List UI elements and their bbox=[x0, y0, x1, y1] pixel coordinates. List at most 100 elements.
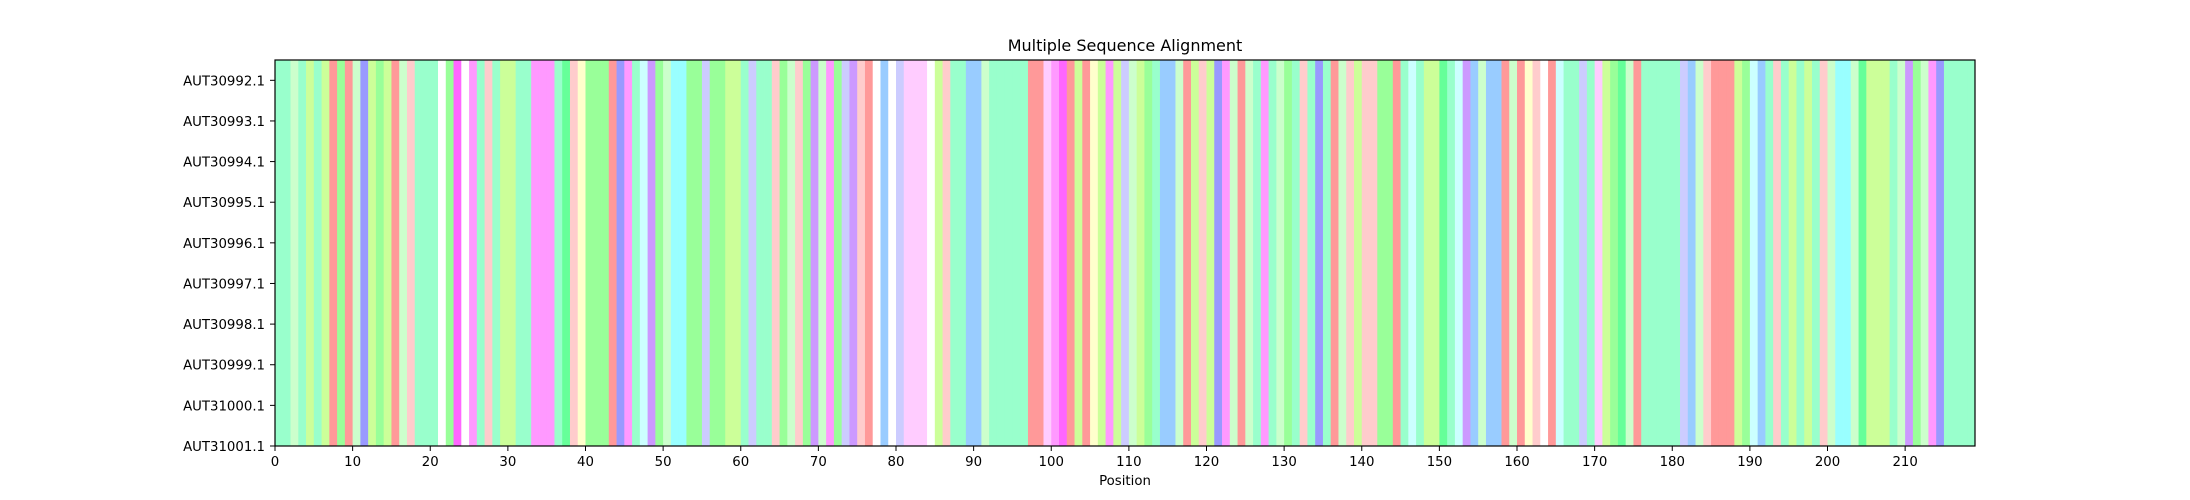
alignment-column bbox=[903, 60, 912, 446]
alignment-column bbox=[1454, 60, 1464, 446]
alignment-column bbox=[818, 60, 827, 446]
alignment-column bbox=[577, 60, 586, 446]
x-tick-label: 210 bbox=[1892, 455, 1917, 470]
alignment-column bbox=[484, 60, 493, 446]
alignment-column bbox=[981, 60, 990, 446]
alignment-column bbox=[1780, 60, 1790, 446]
alignment-column bbox=[469, 60, 478, 446]
alignment-column bbox=[1268, 60, 1277, 446]
alignment-column bbox=[337, 60, 346, 446]
alignment-column bbox=[306, 60, 315, 446]
alignment-column bbox=[973, 60, 982, 446]
alignment-column bbox=[1012, 60, 1021, 446]
alignment-column bbox=[624, 60, 633, 446]
alignment-column bbox=[616, 60, 625, 446]
alignment-column bbox=[1082, 60, 1091, 446]
alignment-column bbox=[1680, 60, 1689, 446]
alignment-column bbox=[1920, 60, 1929, 446]
alignment-column bbox=[546, 60, 555, 446]
alignment-column bbox=[1951, 60, 1960, 446]
alignment-column bbox=[1928, 60, 1937, 446]
alignment-column bbox=[1361, 60, 1370, 446]
alignment-column bbox=[538, 60, 548, 446]
alignment-column bbox=[593, 60, 602, 446]
chart-title: Multiple Sequence Alignment bbox=[1008, 36, 1243, 55]
alignment-column bbox=[896, 60, 905, 446]
alignment-column bbox=[996, 60, 1006, 446]
alignment-column bbox=[694, 60, 703, 446]
alignment-column bbox=[1625, 60, 1634, 446]
alignment-column bbox=[1936, 60, 1945, 446]
alignment-column bbox=[1307, 60, 1316, 446]
alignment-column bbox=[1711, 60, 1720, 446]
alignment-column bbox=[888, 60, 897, 446]
y-tick-label: AUT30994.1 bbox=[183, 156, 265, 171]
alignment-column bbox=[1827, 60, 1836, 446]
alignment-column bbox=[802, 60, 812, 446]
alignment-column bbox=[1610, 60, 1619, 446]
alignment-heatmap bbox=[275, 60, 1976, 446]
alignment-column bbox=[670, 60, 680, 446]
alignment-column bbox=[601, 60, 610, 446]
alignment-column bbox=[1726, 60, 1735, 446]
alignment-column bbox=[833, 60, 843, 446]
alignment-column bbox=[1912, 60, 1922, 446]
alignment-column bbox=[1850, 60, 1859, 446]
alignment-column bbox=[1152, 60, 1161, 446]
alignment-column bbox=[1439, 60, 1448, 446]
alignment-column bbox=[1804, 60, 1813, 446]
alignment-column bbox=[663, 60, 672, 446]
x-tick-label: 50 bbox=[655, 455, 672, 470]
alignment-column bbox=[1408, 60, 1417, 446]
alignment-column bbox=[919, 60, 928, 446]
alignment-column bbox=[1943, 60, 1953, 446]
alignment-column bbox=[290, 60, 299, 446]
alignment-column bbox=[826, 60, 835, 446]
alignment-column bbox=[950, 60, 959, 446]
alignment-column bbox=[1555, 60, 1564, 446]
alignment-column bbox=[795, 60, 804, 446]
x-tick-label: 170 bbox=[1582, 455, 1607, 470]
y-tick-label: AUT30997.1 bbox=[183, 277, 265, 292]
alignment-column bbox=[275, 60, 284, 446]
alignment-column bbox=[1183, 60, 1192, 446]
alignment-column bbox=[569, 60, 579, 446]
alignment-column bbox=[383, 60, 392, 446]
alignment-column bbox=[1291, 60, 1301, 446]
alignment-column bbox=[1493, 60, 1502, 446]
alignment-column bbox=[453, 60, 462, 446]
alignment-column bbox=[1128, 60, 1138, 446]
alignment-column bbox=[1253, 60, 1262, 446]
alignment-column bbox=[531, 60, 540, 446]
alignment-column bbox=[1501, 60, 1510, 446]
alignment-column bbox=[709, 60, 718, 446]
alignment-column bbox=[1159, 60, 1169, 446]
y-tick-label: AUT30992.1 bbox=[183, 74, 265, 89]
alignment-column bbox=[1198, 60, 1207, 446]
x-tick-label: 120 bbox=[1194, 455, 1219, 470]
alignment-column bbox=[1905, 60, 1914, 446]
alignment-column bbox=[1330, 60, 1339, 446]
alignment-column bbox=[1734, 60, 1743, 446]
alignment-column bbox=[1788, 60, 1797, 446]
alignment-column bbox=[422, 60, 431, 446]
alignment-column bbox=[1811, 60, 1821, 446]
x-tick-label: 150 bbox=[1427, 455, 1452, 470]
alignment-column bbox=[399, 60, 408, 446]
alignment-column bbox=[1765, 60, 1774, 446]
alignment-column bbox=[1447, 60, 1456, 446]
alignment-column bbox=[500, 60, 509, 446]
alignment-column bbox=[1377, 60, 1386, 446]
alignment-column bbox=[344, 60, 354, 446]
alignment-column bbox=[585, 60, 594, 446]
x-tick-label: 100 bbox=[1039, 455, 1064, 470]
alignment-column bbox=[1579, 60, 1588, 446]
alignment-column bbox=[1144, 60, 1153, 446]
alignment-column bbox=[1020, 60, 1029, 446]
alignment-column bbox=[1462, 60, 1471, 446]
alignment-column bbox=[1423, 60, 1433, 446]
alignment-column bbox=[414, 60, 423, 446]
alignment-column bbox=[841, 60, 850, 446]
alignment-column bbox=[1470, 60, 1479, 446]
alignment-column bbox=[1889, 60, 1898, 446]
